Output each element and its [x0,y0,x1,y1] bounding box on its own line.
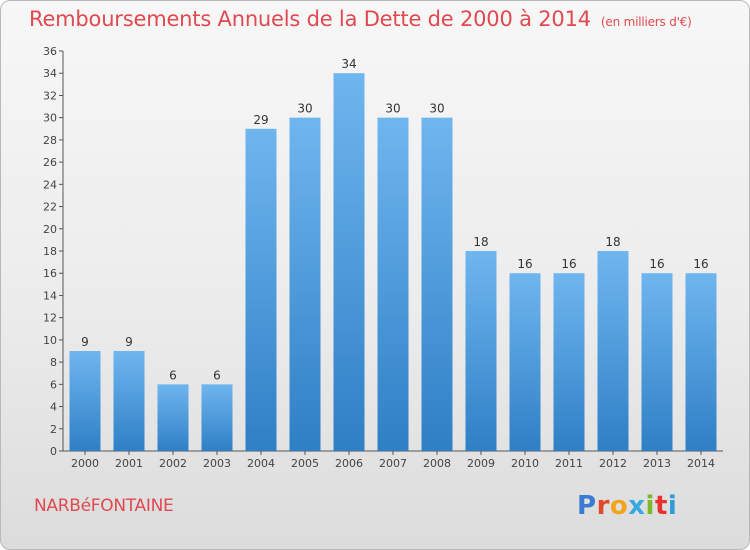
x-tick-label-2000: 2000 [71,457,99,470]
x-tick-label-2007: 2007 [379,457,407,470]
bar-2002 [157,384,189,451]
y-tick-label: 30 [43,112,57,125]
chart-title: Remboursements Annuels de la Dette de 20… [29,7,692,31]
y-tick-label: 28 [43,134,57,147]
x-tick-label-2014: 2014 [687,457,715,470]
data-label-2006: 34 [341,57,356,71]
logo-letter: r [596,491,610,521]
y-tick-label: 18 [43,245,57,258]
y-tick-label: 32 [43,89,57,102]
data-label-2010: 16 [517,257,532,271]
logo-letter: x [628,491,646,521]
y-tick-label: 24 [43,178,57,191]
unit-note: (en milliers d'€) [600,15,692,29]
x-tick-label-2011: 2011 [555,457,583,470]
bar-2007 [377,117,409,452]
data-label-2001: 9 [125,335,133,349]
data-label-2009: 18 [473,235,488,249]
commune-name: NARBéFONTAINE [34,496,174,516]
y-tick-label: 20 [43,223,57,236]
x-tick-label-2004: 2004 [247,457,275,470]
y-tick-label: 10 [43,334,57,347]
y-tick-label: 16 [43,267,57,280]
logo-letter: P [577,491,597,521]
y-tick-label: 14 [43,289,57,302]
x-tick-label-2013: 2013 [643,457,671,470]
bar-2001 [113,351,145,451]
x-tick-label-2008: 2008 [423,457,451,470]
y-tick-label: 12 [43,312,57,325]
x-tick-label-2009: 2009 [467,457,495,470]
logo-letter: i [667,491,678,521]
logo-letter: i [645,491,655,521]
y-tick-label: 2 [50,423,57,436]
bar-2005 [289,117,321,452]
data-label-2012: 18 [605,235,620,249]
y-tick-label: 0 [50,445,57,458]
proxiti-logo: Proxiti [577,491,677,521]
data-label-2014: 16 [693,257,708,271]
bar-2003 [201,384,233,451]
logo-letter: t [654,491,668,521]
y-tick-label: 8 [50,356,57,369]
data-label-2005: 30 [297,102,312,116]
bar-2004 [245,128,277,451]
bar-2011 [553,273,585,451]
x-tick-label-2003: 2003 [203,457,231,470]
data-label-2003: 6 [213,368,221,382]
x-tick-label-2002: 2002 [159,457,187,470]
bar-2000 [69,351,101,451]
bar-2012 [597,251,629,451]
data-label-2002: 6 [169,368,177,382]
data-label-2013: 16 [649,257,664,271]
x-tick-label-2001: 2001 [115,457,143,470]
bar-2006 [333,73,365,451]
y-tick-label: 26 [43,156,57,169]
bars [69,73,717,452]
x-tick-label-2005: 2005 [291,457,319,470]
bar-2014 [685,273,717,451]
y-tick-label: 6 [50,378,57,391]
y-tick-label: 4 [50,401,57,414]
y-tick-label: 34 [43,67,57,80]
data-labels: 9 9 6 6 29 30 34 30 30 18 16 16 18 16 16 [81,57,708,382]
title-text: Remboursements Annuels de la Dette de 20… [29,7,591,31]
y-tick-label: 36 [43,45,57,58]
bar-2010 [509,273,541,451]
data-label-2008: 30 [429,102,444,116]
data-label-2000: 9 [81,335,89,349]
bar-2013 [641,273,673,451]
bar-2009 [465,251,497,451]
y-tick-label: 22 [43,201,57,214]
data-label-2011: 16 [561,257,576,271]
x-tick-label-2010: 2010 [511,457,539,470]
x-tick-label-2006: 2006 [335,457,363,470]
x-tick-label-2012: 2012 [599,457,627,470]
data-label-2004: 29 [253,113,268,127]
logo-letter: o [609,491,629,521]
bar-2008 [421,117,453,452]
data-label-2007: 30 [385,102,400,116]
